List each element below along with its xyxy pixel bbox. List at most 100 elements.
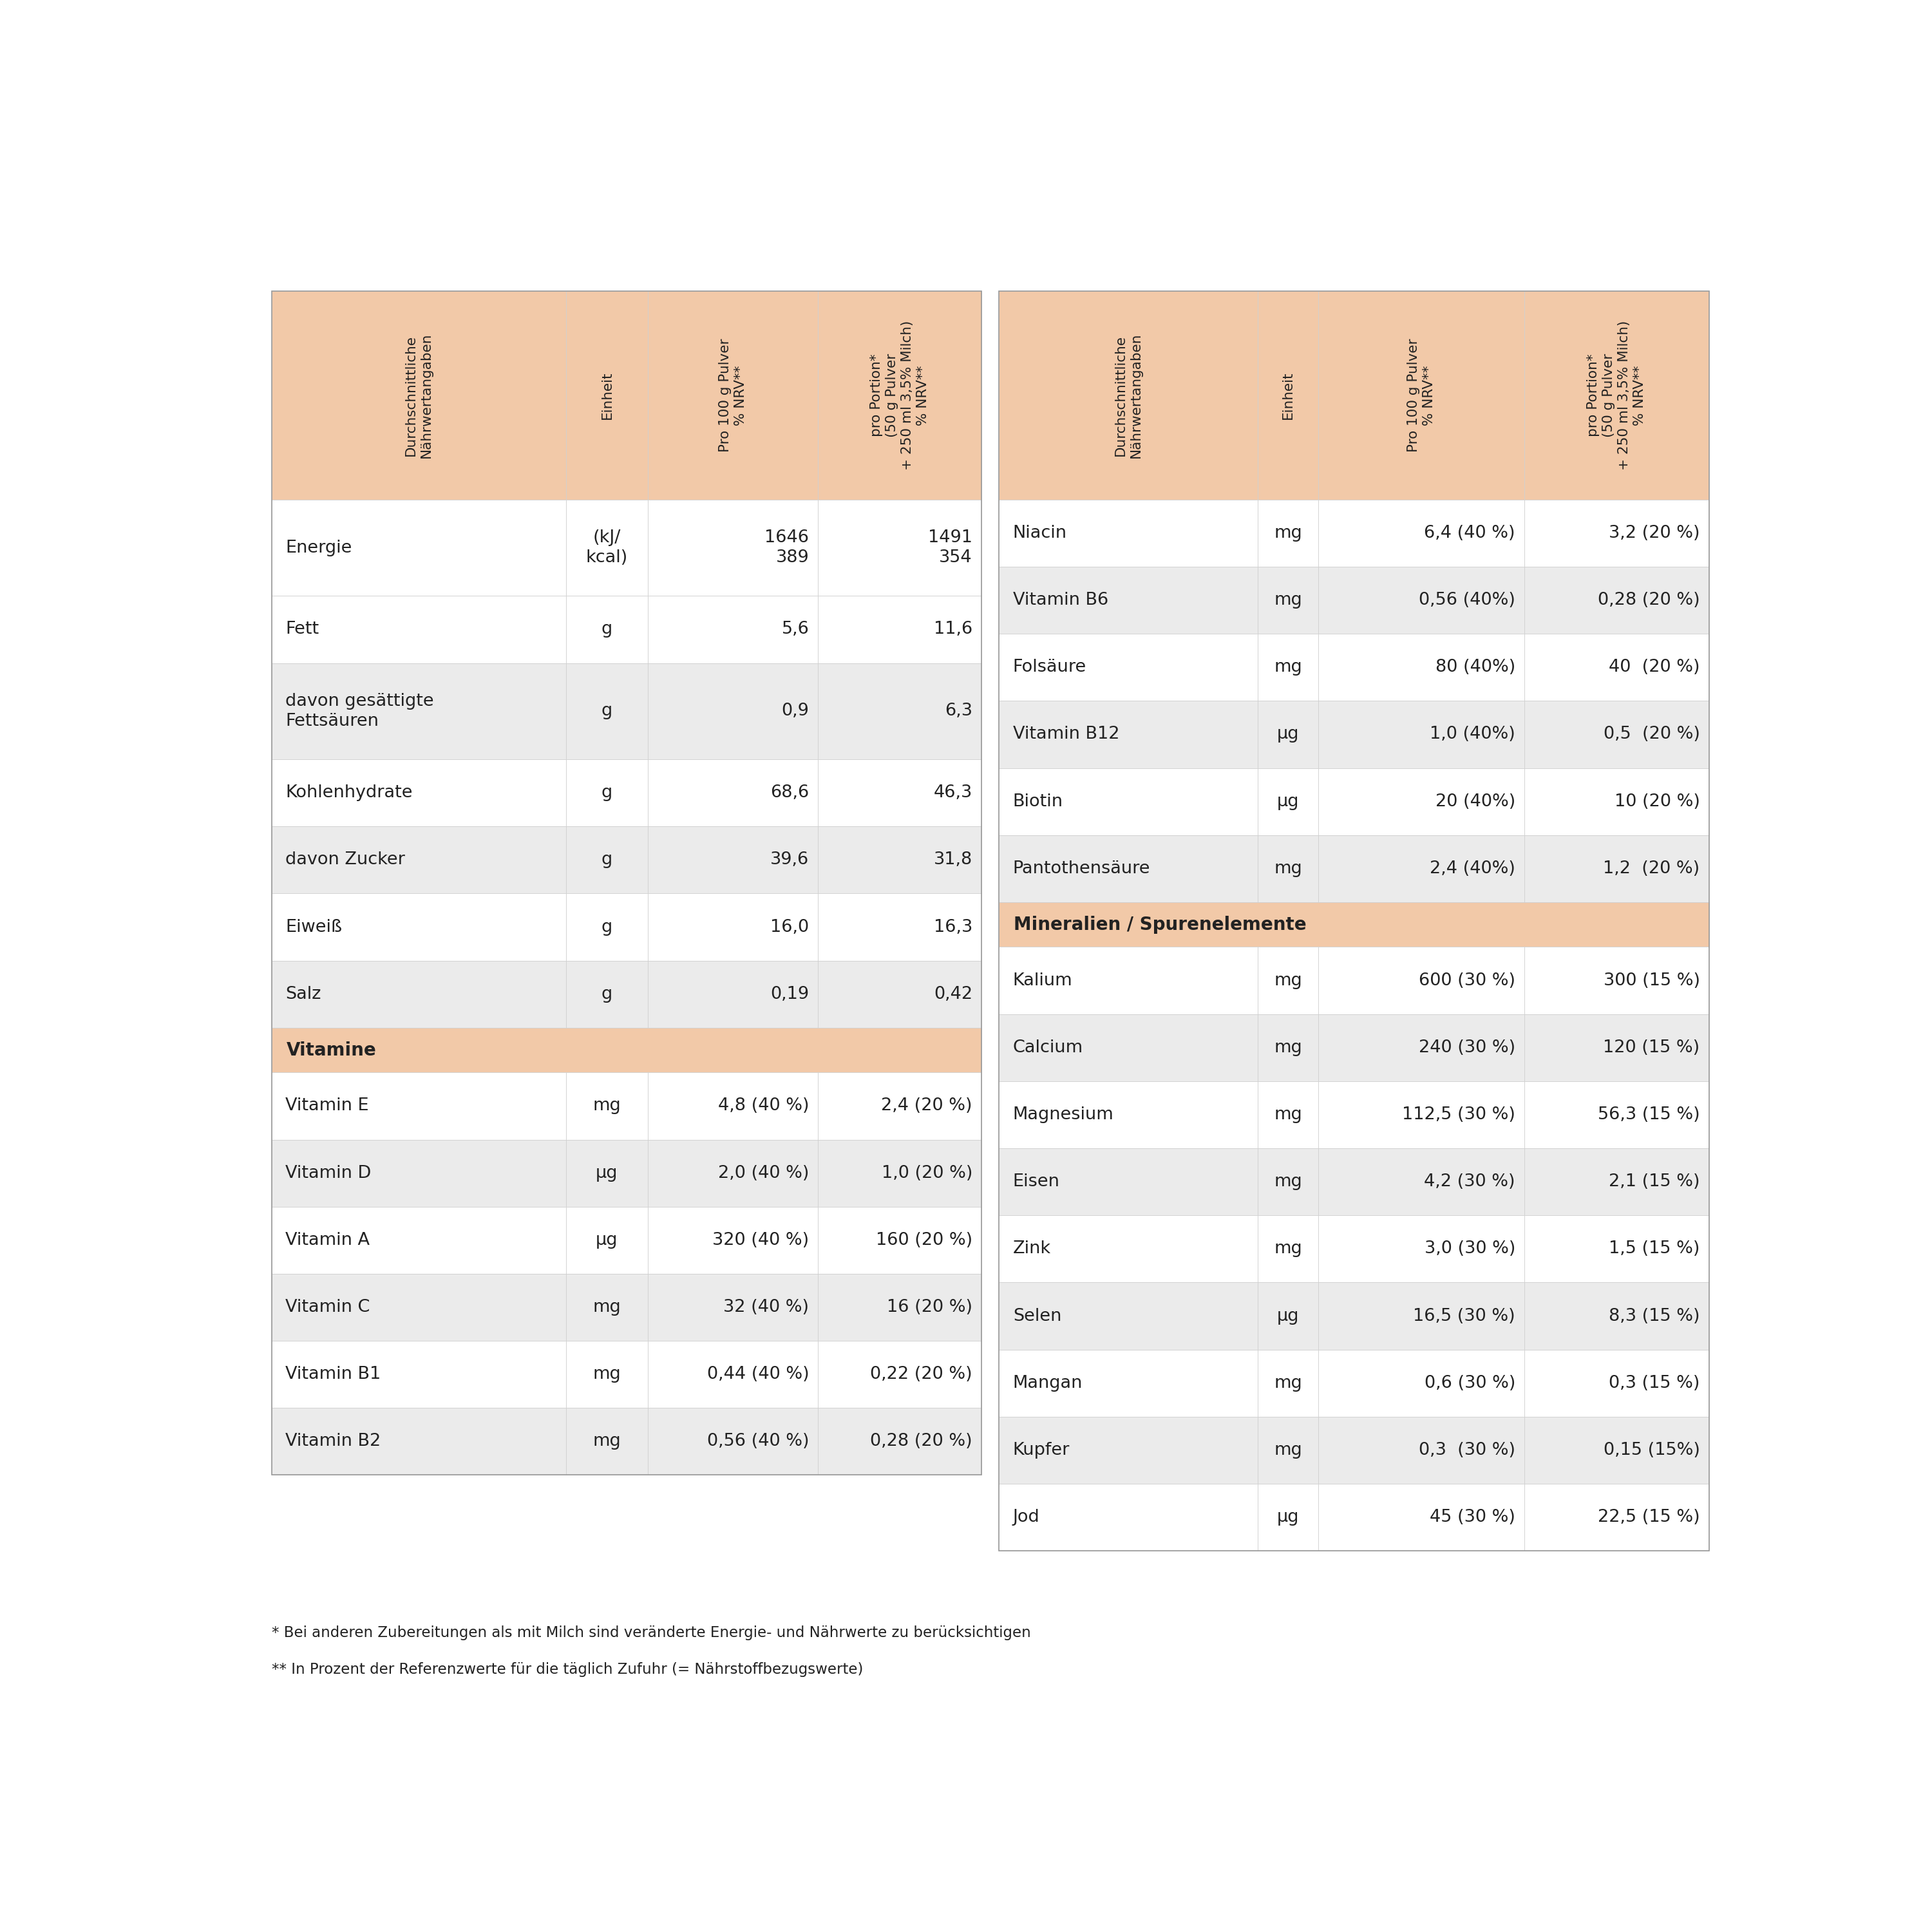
Text: 31,8: 31,8 bbox=[933, 852, 972, 867]
Bar bbox=[1524, 1215, 1708, 1283]
Text: mg: mg bbox=[593, 1097, 620, 1115]
Text: davon Zucker: davon Zucker bbox=[286, 852, 406, 867]
Text: 39,6: 39,6 bbox=[771, 852, 810, 867]
Bar bbox=[1258, 566, 1318, 634]
Bar bbox=[647, 1408, 817, 1474]
Bar bbox=[270, 1273, 566, 1341]
Text: 16 (20 %): 16 (20 %) bbox=[887, 1298, 972, 1316]
Text: 4,2 (30 %): 4,2 (30 %) bbox=[1424, 1173, 1515, 1190]
Text: ** In Prozent der Referenzwerte für die täglich Zufuhr (= Nährstoffbezugswerte): ** In Prozent der Referenzwerte für die … bbox=[270, 1662, 864, 1677]
Bar bbox=[1318, 1148, 1524, 1215]
Bar bbox=[1318, 947, 1524, 1014]
Bar bbox=[270, 1208, 566, 1273]
Text: Mangan: Mangan bbox=[1012, 1376, 1082, 1391]
Bar bbox=[999, 902, 1708, 947]
Bar bbox=[647, 595, 817, 663]
Bar bbox=[1318, 701, 1524, 769]
Bar bbox=[1258, 1014, 1318, 1082]
Text: 1,0 (20 %): 1,0 (20 %) bbox=[881, 1165, 972, 1182]
Text: 300 (15 %): 300 (15 %) bbox=[1604, 972, 1700, 989]
Text: Salz: Salz bbox=[286, 985, 321, 1003]
Bar bbox=[1318, 634, 1524, 701]
Bar bbox=[817, 1140, 981, 1208]
Bar bbox=[270, 1408, 566, 1474]
Bar bbox=[999, 1350, 1258, 1416]
Bar bbox=[270, 663, 566, 759]
Text: * Bei anderen Zubereitungen als mit Milch sind veränderte Energie- und Nährwerte: * Bei anderen Zubereitungen als mit Milc… bbox=[270, 1625, 1030, 1640]
Bar bbox=[817, 595, 981, 663]
Text: 0,6 (30 %): 0,6 (30 %) bbox=[1424, 1376, 1515, 1391]
Text: mg: mg bbox=[1273, 1107, 1302, 1122]
Bar bbox=[270, 827, 566, 893]
Text: Vitamin D: Vitamin D bbox=[286, 1165, 371, 1182]
Text: Vitamine: Vitamine bbox=[286, 1041, 377, 1059]
Bar bbox=[1258, 292, 1318, 500]
Bar bbox=[1524, 947, 1708, 1014]
Bar bbox=[566, 292, 647, 500]
Bar bbox=[999, 566, 1258, 634]
Text: Einheit: Einheit bbox=[601, 371, 612, 419]
Text: 0,9: 0,9 bbox=[782, 703, 810, 719]
Text: 3,0 (30 %): 3,0 (30 %) bbox=[1424, 1240, 1515, 1258]
Text: davon gesättigte
Fettsäuren: davon gesättigte Fettsäuren bbox=[286, 694, 435, 730]
Text: µg: µg bbox=[1277, 1308, 1300, 1325]
Bar bbox=[566, 1140, 647, 1208]
Bar bbox=[647, 1273, 817, 1341]
Bar bbox=[1524, 1416, 1708, 1484]
Bar bbox=[647, 1208, 817, 1273]
Text: 46,3: 46,3 bbox=[933, 784, 972, 802]
Text: 0,56 (40%): 0,56 (40%) bbox=[1418, 591, 1515, 609]
Text: 4,8 (40 %): 4,8 (40 %) bbox=[719, 1097, 810, 1115]
Bar bbox=[1318, 566, 1524, 634]
Text: Jod: Jod bbox=[1012, 1509, 1039, 1526]
Text: 45 (30 %): 45 (30 %) bbox=[1430, 1509, 1515, 1526]
Bar bbox=[1524, 292, 1708, 500]
Text: 2,4 (20 %): 2,4 (20 %) bbox=[881, 1097, 972, 1115]
Text: mg: mg bbox=[1273, 591, 1302, 609]
Bar bbox=[1524, 566, 1708, 634]
Text: µg: µg bbox=[595, 1165, 618, 1182]
Bar bbox=[999, 1283, 1258, 1350]
Bar bbox=[999, 500, 1258, 566]
Text: Pro 100 g Pulver
% NRV**: Pro 100 g Pulver % NRV** bbox=[1406, 338, 1435, 452]
Text: 240 (30 %): 240 (30 %) bbox=[1418, 1039, 1515, 1057]
Text: 80 (40%): 80 (40%) bbox=[1435, 659, 1515, 676]
Bar bbox=[270, 292, 566, 500]
Text: 0,28 (20 %): 0,28 (20 %) bbox=[869, 1434, 972, 1449]
Text: mg: mg bbox=[593, 1434, 620, 1449]
Text: 8,3 (15 %): 8,3 (15 %) bbox=[1609, 1308, 1700, 1325]
Bar bbox=[647, 663, 817, 759]
Bar bbox=[1524, 1283, 1708, 1350]
Bar bbox=[647, 960, 817, 1028]
Bar bbox=[999, 1148, 1258, 1215]
Text: 1491
354: 1491 354 bbox=[927, 529, 972, 566]
Text: 16,3: 16,3 bbox=[933, 920, 972, 935]
Bar bbox=[1258, 1350, 1318, 1416]
Bar bbox=[1258, 1283, 1318, 1350]
Text: Kupfer: Kupfer bbox=[1012, 1441, 1070, 1459]
Bar bbox=[270, 595, 566, 663]
Text: pro Portion*
(50 g Pulver
+ 250 ml 3,5% Milch)
% NRV**: pro Portion* (50 g Pulver + 250 ml 3,5% … bbox=[869, 321, 929, 469]
Bar bbox=[817, 663, 981, 759]
Bar bbox=[999, 292, 1708, 1551]
Bar bbox=[817, 1273, 981, 1341]
Bar bbox=[1258, 947, 1318, 1014]
Bar bbox=[647, 827, 817, 893]
Text: Selen: Selen bbox=[1012, 1308, 1061, 1325]
Text: 10 (20 %): 10 (20 %) bbox=[1615, 794, 1700, 810]
Bar bbox=[566, 1341, 647, 1408]
Text: µg: µg bbox=[1277, 1509, 1300, 1526]
Bar bbox=[1524, 1484, 1708, 1551]
Bar bbox=[1524, 769, 1708, 835]
Bar bbox=[1318, 1215, 1524, 1283]
Bar bbox=[817, 500, 981, 595]
Bar bbox=[270, 500, 566, 595]
Bar bbox=[1524, 500, 1708, 566]
Bar bbox=[999, 769, 1258, 835]
Text: Vitamin A: Vitamin A bbox=[286, 1233, 369, 1248]
Bar bbox=[1258, 500, 1318, 566]
Bar bbox=[1318, 769, 1524, 835]
Text: 1,5 (15 %): 1,5 (15 %) bbox=[1609, 1240, 1700, 1258]
Text: mg: mg bbox=[1273, 1441, 1302, 1459]
Text: mg: mg bbox=[1273, 659, 1302, 676]
